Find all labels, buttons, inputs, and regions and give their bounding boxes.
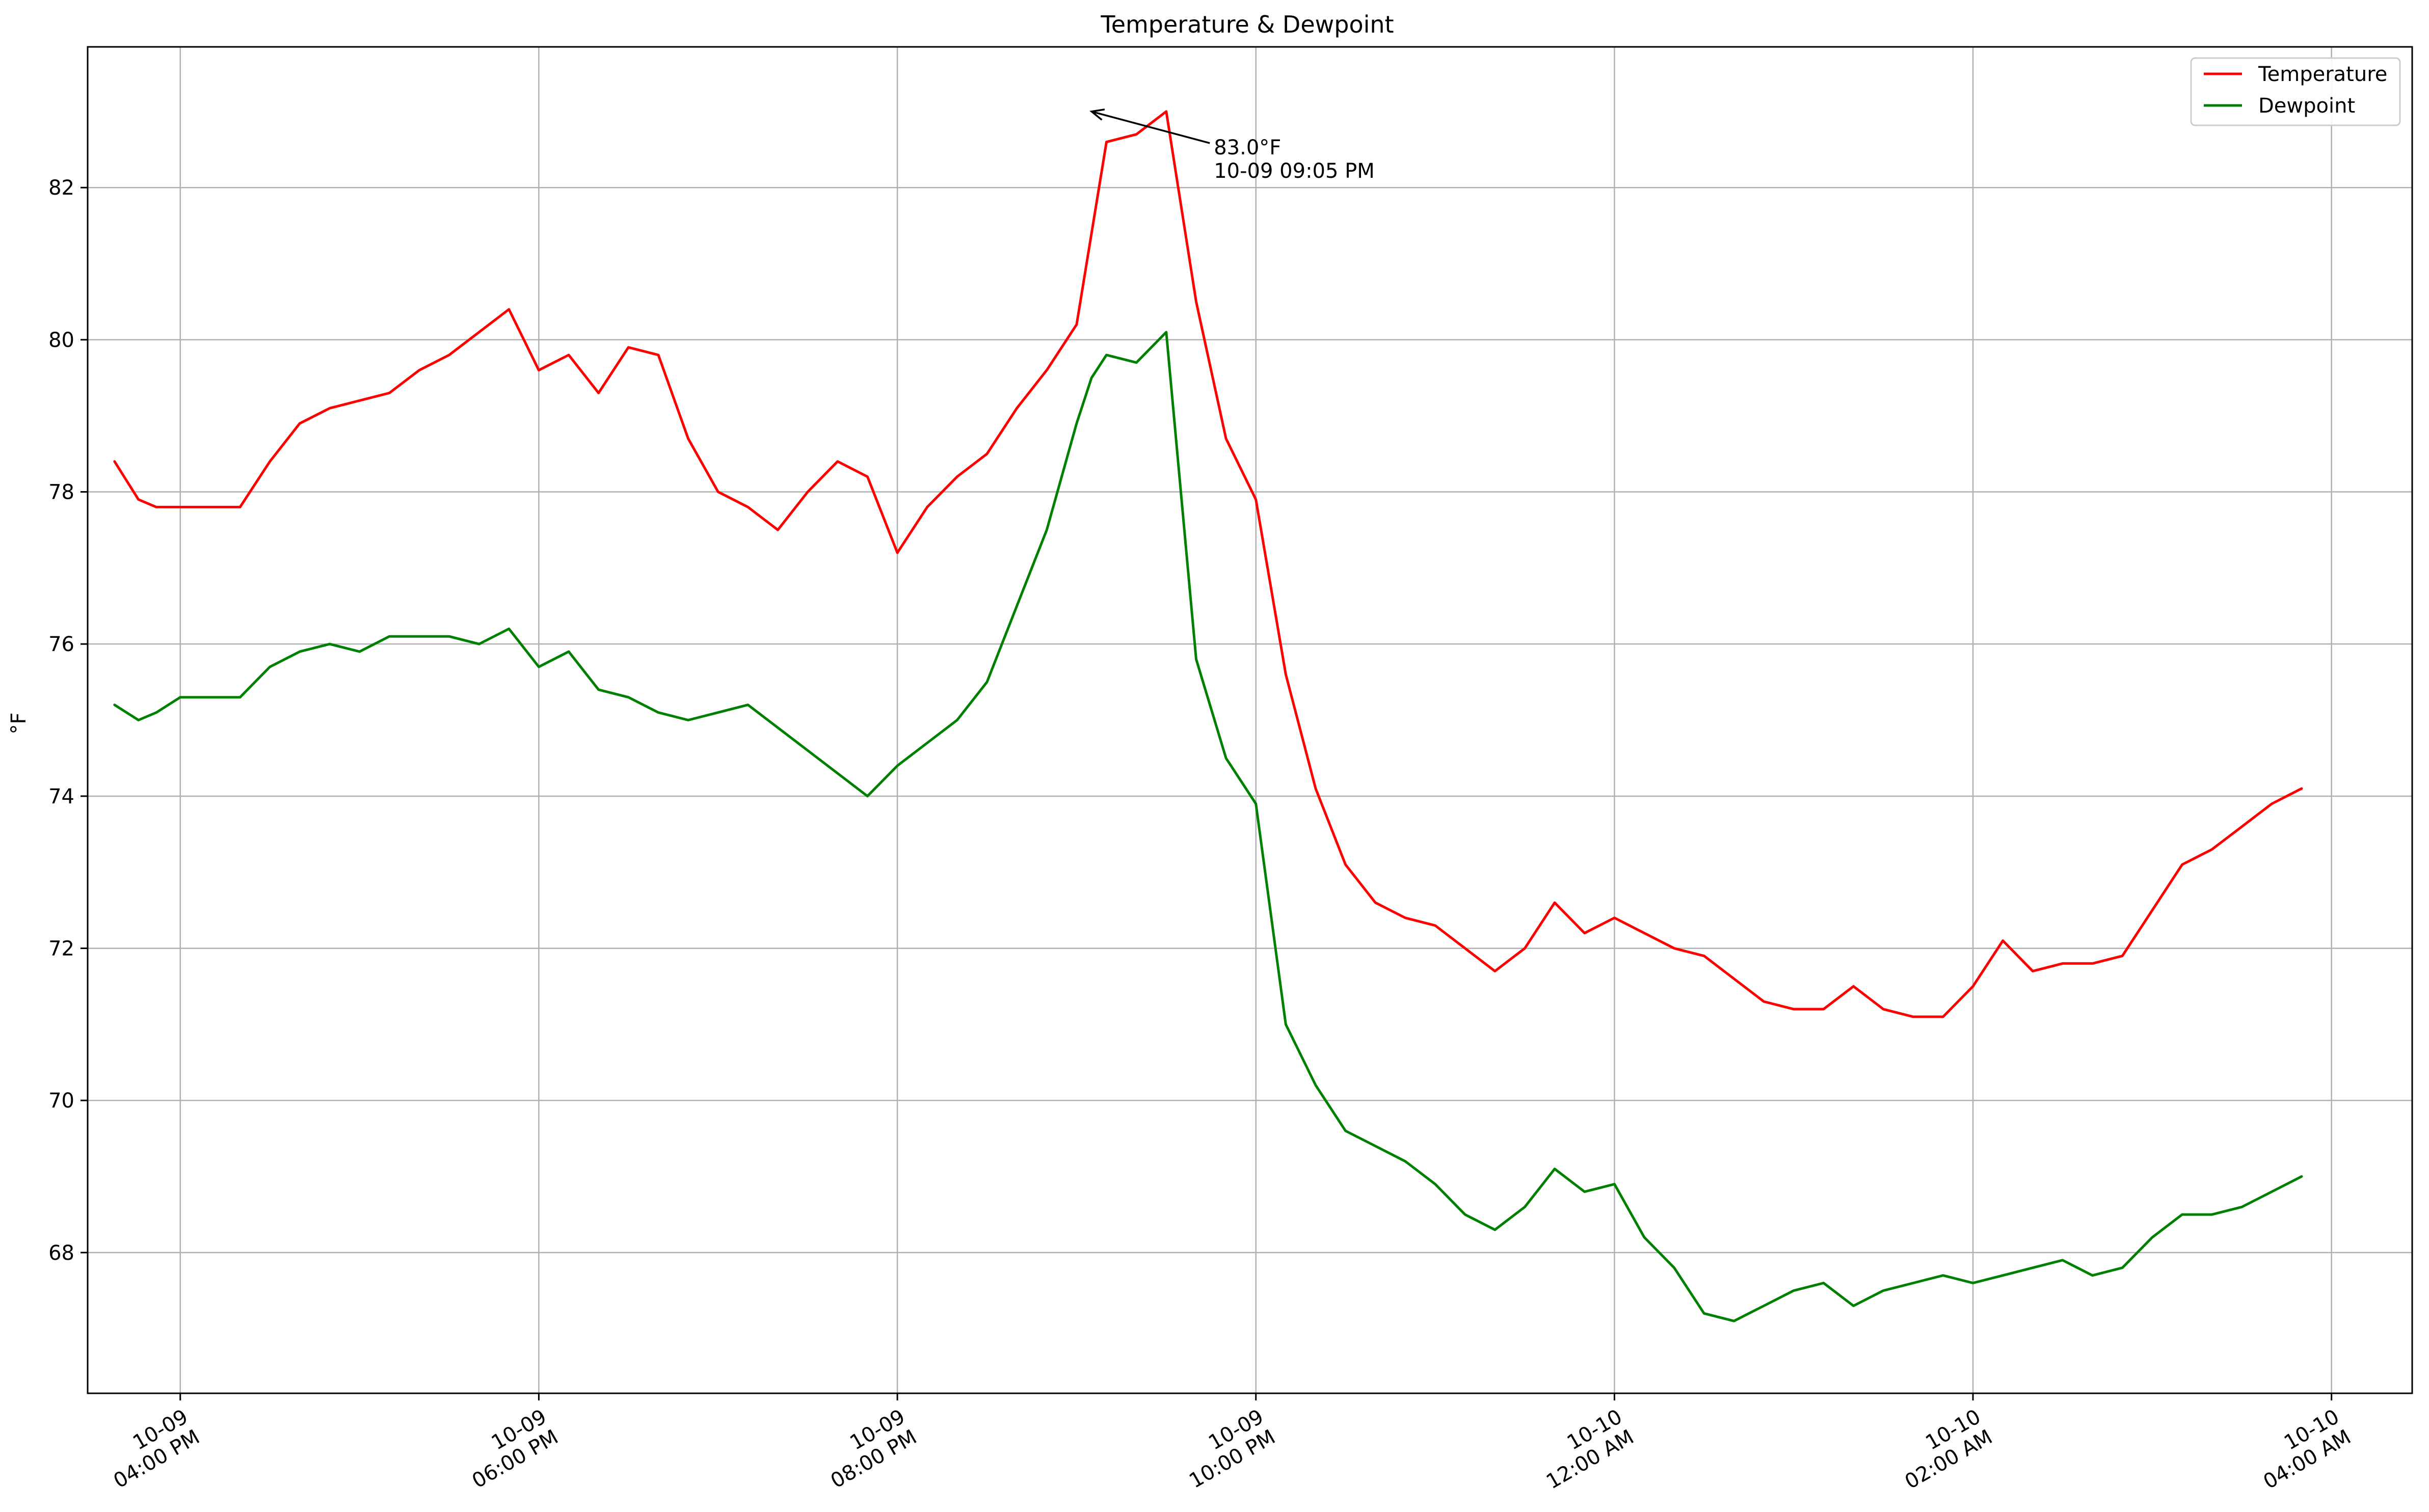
legend-label-temperature: Temperature bbox=[2258, 63, 2387, 86]
y-tick-label: 68 bbox=[48, 1241, 74, 1265]
y-tick-label: 70 bbox=[48, 1089, 74, 1113]
y-tick-label: 82 bbox=[48, 176, 74, 200]
annotation-timestamp: 10-09 09:05 PM bbox=[1214, 159, 1375, 183]
grid-lines bbox=[88, 47, 2412, 1393]
plot-area-frame bbox=[87, 46, 2413, 1394]
y-axis-label: °F bbox=[7, 712, 31, 734]
y-tick-label: 72 bbox=[48, 937, 74, 960]
y-tick-label: 74 bbox=[48, 785, 74, 808]
chart-title: Temperature & Dewpoint bbox=[1100, 11, 1394, 38]
annotation-value: 83.0°F bbox=[1214, 136, 1281, 159]
annotation-arrow bbox=[1091, 111, 1210, 144]
y-tick-label: 76 bbox=[48, 633, 74, 656]
annotation-arrow-head bbox=[1089, 109, 1105, 121]
peak-annotation: 83.0°F 10-09 09:05 PM bbox=[1089, 109, 1375, 183]
y-tick-label: 78 bbox=[48, 481, 74, 504]
chart-legend: Temperature Dewpoint bbox=[2190, 57, 2401, 126]
legend-box bbox=[2190, 57, 2401, 126]
series-line-temperature bbox=[113, 110, 2303, 1018]
series-lines bbox=[113, 110, 2303, 1322]
y-axis-ticks: 68 70 72 74 76 78 80 82 bbox=[48, 176, 88, 1265]
series-line-dewpoint bbox=[113, 331, 2303, 1322]
legend-label-dewpoint: Dewpoint bbox=[2258, 94, 2355, 118]
y-tick-label: 80 bbox=[48, 329, 74, 352]
